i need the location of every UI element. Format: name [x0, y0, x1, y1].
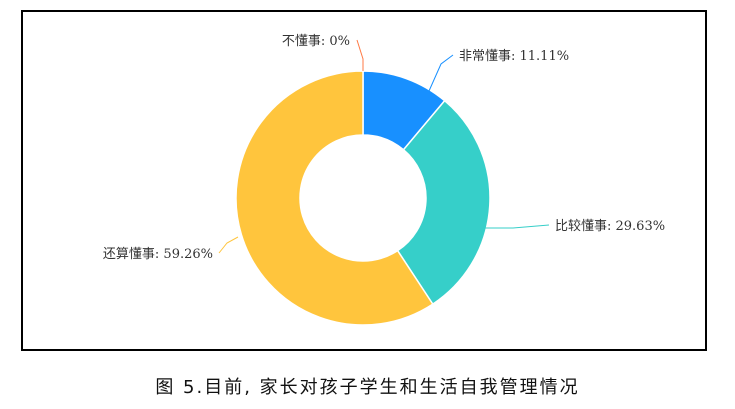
- figure-caption: 图 5.目前, 家长对孩子学生和生活自我管理情况: [155, 377, 580, 398]
- leader-line-3: [356, 39, 364, 71]
- leader-line-2: [218, 236, 239, 254]
- donut-slice-1: [396, 99, 491, 306]
- leader-line-0: [428, 54, 454, 92]
- donut-slice-2: [235, 70, 434, 326]
- slice-label-0: 非常懂事: 11.11%: [459, 49, 569, 64]
- slice-label-2: 还算懂事: 59.26%: [103, 247, 213, 262]
- slice-label-3: 不懂事: 0%: [282, 34, 350, 49]
- slice-label-1: 比较懂事: 29.63%: [555, 219, 665, 234]
- chart-frame: 非常懂事: 11.11% 比较懂事: 29.63% 还算懂事: 59.26% 不懂事:…: [21, 10, 707, 351]
- donut-chart: 非常懂事: 11.11% 比较懂事: 29.63% 还算懂事: 59.26% 不懂事:…: [103, 34, 665, 326]
- leader-line-1: [485, 224, 550, 229]
